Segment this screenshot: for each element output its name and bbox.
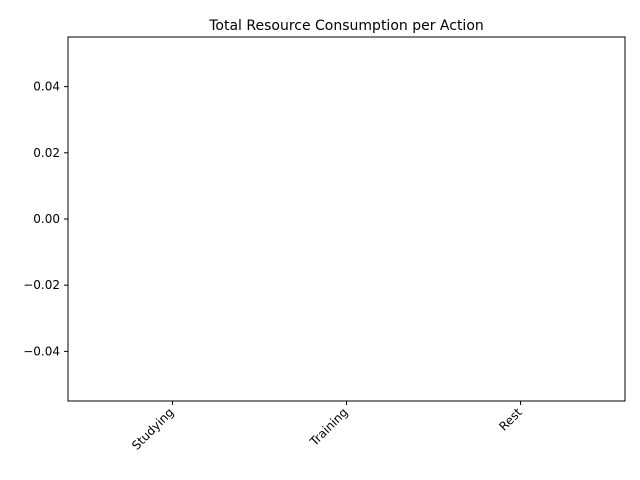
y-tick-label: 0.02	[33, 146, 60, 160]
y-axis: −0.04 −0.02 0.00 0.02 0.04	[23, 80, 68, 358]
x-tick-label: Training	[307, 405, 351, 449]
chart-title: Total Resource Consumption per Action	[208, 18, 484, 34]
y-tick-label: 0.00	[33, 212, 60, 226]
y-tick-label: −0.02	[23, 278, 60, 292]
y-tick-label: −0.04	[23, 344, 60, 358]
x-tick-label: Rest	[496, 405, 525, 434]
x-tick-label: Studying	[129, 405, 177, 453]
x-axis: Studying Training Rest	[129, 401, 525, 453]
plot-area-frame	[67, 36, 626, 402]
y-tick-label: 0.04	[33, 80, 60, 94]
